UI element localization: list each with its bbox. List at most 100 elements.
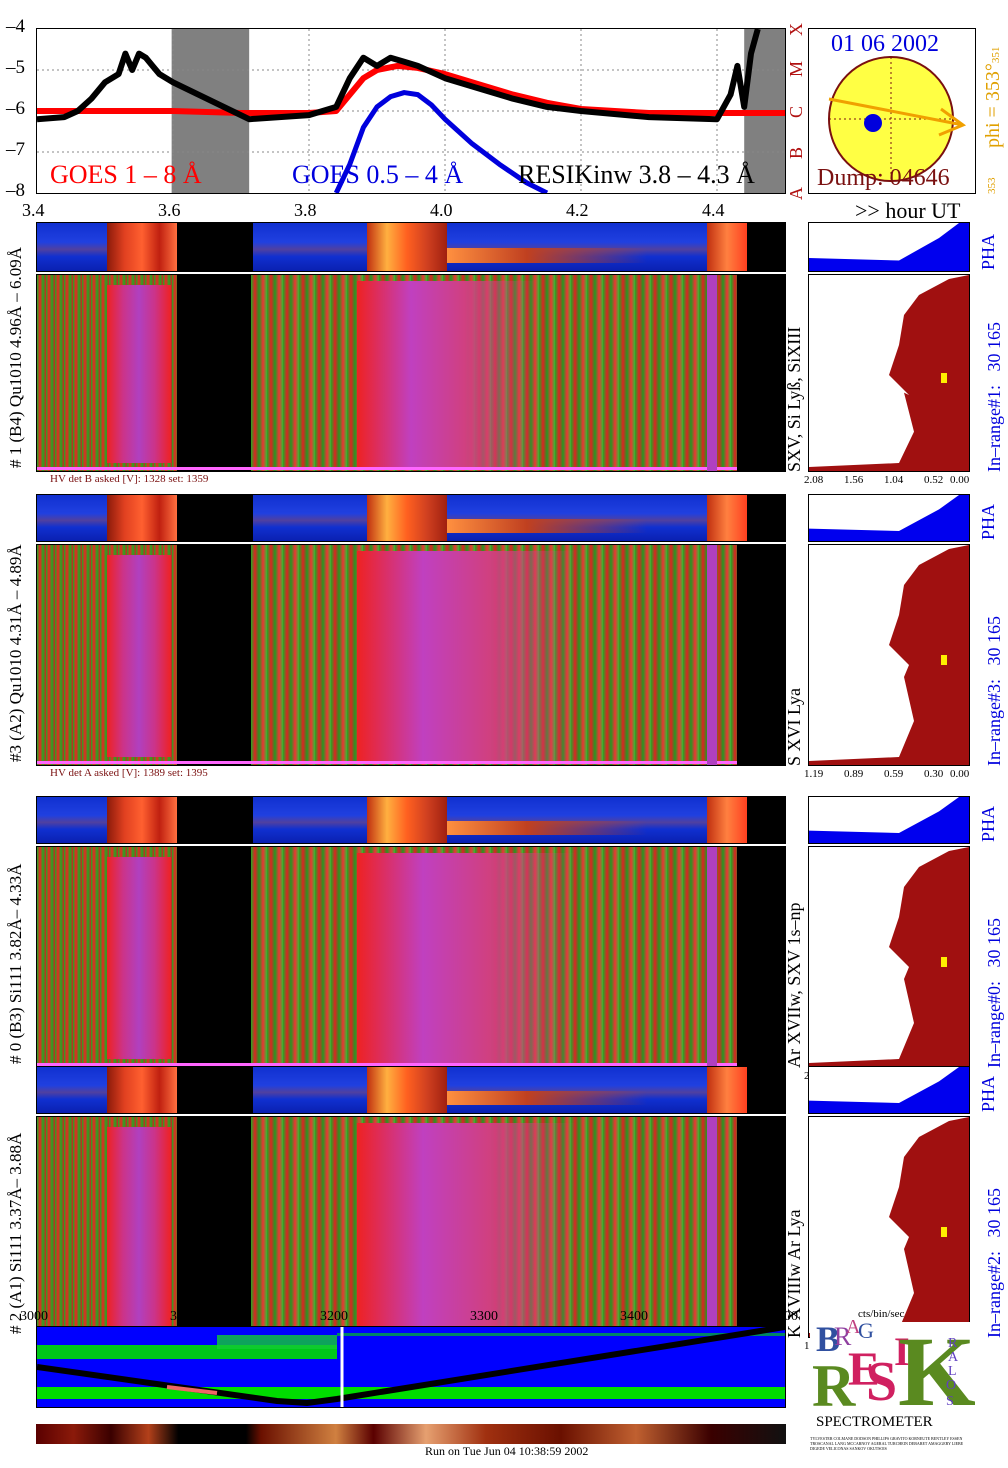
logo-credits: TYLVESTER COLMANE DODSON PHILLIPS GRAVIT… [810,1436,964,1451]
series-line-2 [37,29,761,123]
hist-tick-label: 1.56 [844,474,864,486]
bottom-x-tick: 3500 [770,1309,798,1324]
logo-letter-o: O [946,1378,957,1393]
logo-letter-k: K [898,1316,976,1427]
goes-chart-svg [37,29,785,193]
range-histogram [808,1116,970,1338]
logo-letter-i: I [894,1329,910,1374]
logo-letter-a2: A [948,1350,959,1365]
pha-label: PHA [978,805,998,842]
bottom-x-tick: 3100 [170,1309,198,1324]
logo-letter-g: G [858,1318,874,1343]
logo-letter-r3: R [948,1336,958,1351]
series-line-1 [333,90,549,193]
flare-class-letter: X [786,23,806,36]
x-tick-label: 3.6 [158,200,181,220]
flare-class-letter: M [786,60,806,77]
active-region-dot [864,114,882,132]
pha-label: PHA [978,503,998,540]
hist-tick-label: 1.04 [884,474,904,486]
pha-histogram [808,222,970,272]
x-tick-label: 3.8 [294,200,317,220]
phi-arrow [828,97,964,127]
in-range-label: In–range#3: 30 165 [984,616,1004,766]
hist-tick-label: 0.59 [884,768,904,780]
bottom-position-plot [36,1326,786,1408]
legend-resik: RESIKinw 3.8 – 4.3 Å [518,160,755,189]
y-tick-label: –8 [6,180,25,201]
bottom-color-strip [36,1424,786,1444]
bottom-x-tick: 3400 [620,1309,648,1324]
series-line-0 [37,62,785,117]
phi-bottom-label: 353 [986,177,998,195]
hist-tick-label: 0.30 [924,768,944,780]
hist-tick-label: 0.52 [924,474,944,486]
logo-letter-s2: S [946,1394,954,1409]
line-label: SXV, Si Lyß, SiXIII [784,326,804,472]
x-unit-label: >> hour UT [855,198,961,223]
line-label: S XVI Lya [784,688,804,766]
hv-readout: HV det A asked [V]: 1389 set: 1395 [50,767,208,779]
x-tick-label: 4.0 [430,200,453,220]
legend-goes18: GOES 1 – 8 Å [50,160,202,189]
hist-tick-label: 0.89 [844,768,864,780]
detector-label: # 1 (B4) Qu1010 4.96Å – 6.09Å [6,247,25,468]
pha-time-strip [36,1066,786,1114]
bottom-x-tick: 3300 [470,1309,498,1324]
detector-label: #3 (A2) Qu1010 4.31Å – 4.89Å [6,544,25,762]
pha-label: PHA [978,233,998,270]
logo-title: SPECTROMETER [816,1414,933,1430]
phi-label: phi = 353°351 [982,46,1004,148]
in-range-label: In–range#1: 30 165 [984,322,1004,472]
pha-histogram [808,796,970,844]
flare-class-letter: B [786,146,806,159]
y-tick-label: –7 [6,139,25,160]
detector-label: # 2 (A1) Si111 3.37Å– 3.88Å [6,1132,25,1334]
line-label: Ar XVIIw, SXV 1s–np [784,902,804,1069]
goes-plot [36,28,786,194]
in-range-label: In–range#0: 30 165 [984,918,1004,1068]
hist-tick-label: 0.00 [950,474,970,486]
hv-readout: HV det B asked [V]: 1328 set: 1359 [50,473,209,485]
hist-tick-label: 1.19 [804,768,824,780]
logo-letter-b: B [816,1319,841,1359]
resik-logo: B R A G R E S I K S O L A R SPECTROMETER… [810,1316,976,1462]
logo-letter-e: E [848,1343,881,1396]
pha-time-strip [36,494,786,542]
pha-time-strip [36,222,786,272]
y-tick-label: –6 [6,98,25,119]
y-tick-label: –4 [6,16,25,37]
detector-label: # 0 (B3) Si111 3.82Å– 4.33Å [6,863,25,1064]
sun-disk-svg [828,56,967,182]
pha-histogram [808,1066,970,1114]
range-histogram [808,544,970,766]
dump-number: Dump: 04646 [817,165,950,191]
in-range-label: In–range#2: 30 165 [984,1188,1004,1338]
spectrum-image [36,1116,786,1338]
logo-letter-s: S [866,1351,898,1413]
spectrum-image [36,544,786,766]
spectrum-image [36,846,786,1068]
legend-goes054: GOES 0.5 – 4 Å [292,160,464,189]
range-histogram [808,846,970,1068]
pha-label: PHA [978,1075,998,1112]
logo-letter-r: R [834,1322,852,1351]
hist-unit-label: cts/bin/sec [858,1308,905,1320]
sun-position-panel: 01 06 2002 Dump: 04646 [808,28,976,194]
goes-date: 01 06 2002 [831,31,939,57]
pha-time-strip [36,796,786,844]
bottom-x-tick: 3000 [20,1309,48,1324]
flare-class-letter: A [786,187,806,200]
spectrum-image [36,274,786,472]
flare-class-letter: C [786,105,806,118]
logo-letter-l: L [948,1364,957,1379]
x-tick-label: 3.4 [22,200,45,220]
logo-letter-r2: R [812,1353,856,1419]
hist-tick-label: 0.00 [950,768,970,780]
bottom-x-tick: 3200 [320,1309,348,1324]
run-timestamp: Run on Tue Jun 04 10:38:59 2002 [425,1444,589,1458]
pha-histogram [808,494,970,542]
x-tick-label: 4.2 [566,200,589,220]
y-tick-label: –5 [6,57,25,78]
logo-letter-a: A [846,1316,861,1338]
